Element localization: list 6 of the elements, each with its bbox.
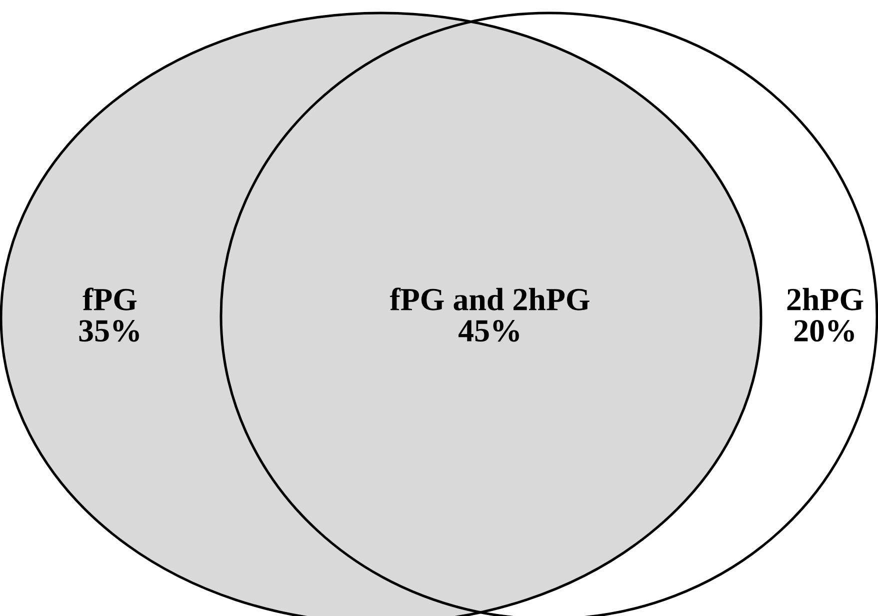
data-label: 20%	[794, 320, 854, 342]
category-label: fPG	[82, 288, 137, 310]
data-label: 45%	[458, 320, 519, 342]
category-label: 2hPG	[787, 288, 864, 310]
data-label: 35%	[79, 320, 139, 342]
category-label: fPG and 2hPG	[390, 288, 590, 310]
